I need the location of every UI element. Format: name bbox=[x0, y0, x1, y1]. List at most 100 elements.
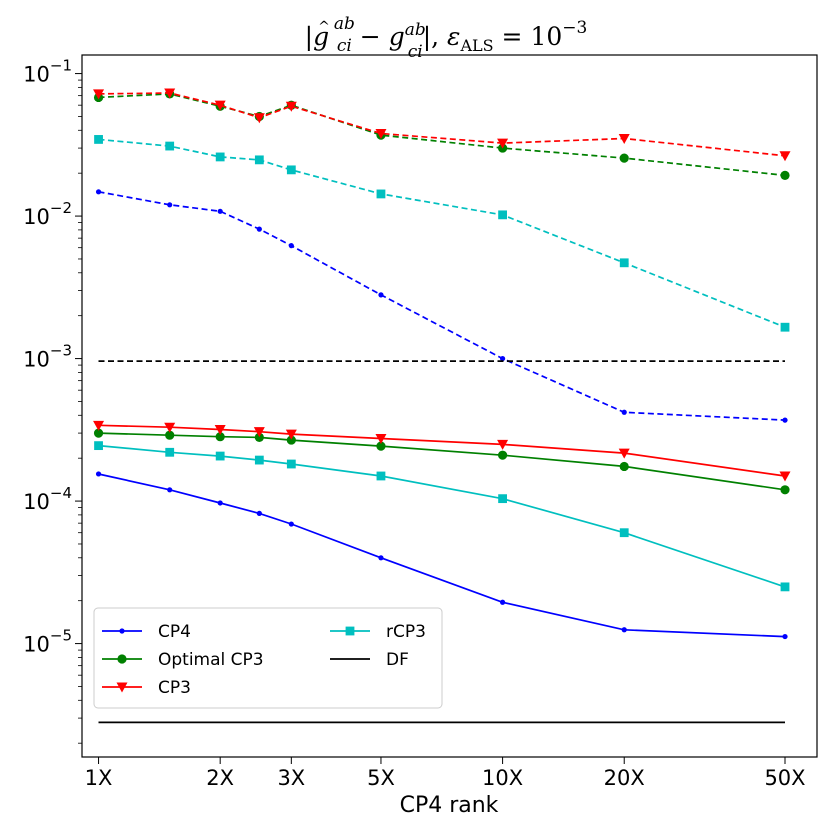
x-axis: 1X 2X 3X 5X 10X 20X 50X bbox=[85, 757, 806, 790]
data-point bbox=[499, 355, 506, 362]
data-point bbox=[286, 165, 296, 175]
plot-frame bbox=[81, 54, 818, 758]
series-cp3 bbox=[93, 420, 791, 482]
x-tick-label: 3X bbox=[277, 766, 305, 790]
legend-label: DF bbox=[386, 650, 409, 670]
series-dashed-7 bbox=[93, 88, 791, 162]
data-point bbox=[497, 450, 508, 460]
data-point bbox=[376, 441, 386, 451]
data-point bbox=[779, 151, 791, 162]
data-point bbox=[780, 582, 790, 592]
data-point bbox=[497, 138, 509, 149]
legend-marker bbox=[345, 626, 355, 636]
series-cp4 bbox=[95, 471, 788, 640]
data-point bbox=[779, 471, 791, 482]
data-point bbox=[164, 422, 176, 433]
legend-marker bbox=[117, 654, 127, 664]
data-point bbox=[621, 627, 627, 633]
minor-ticks bbox=[78, 79, 82, 744]
data-point bbox=[93, 428, 104, 438]
data-point bbox=[498, 210, 507, 220]
data-point bbox=[165, 141, 175, 151]
series-line bbox=[98, 138, 786, 328]
data-point bbox=[164, 88, 176, 99]
legend-entry: Optimal CP3 bbox=[102, 650, 264, 670]
series-dashed-6 bbox=[93, 89, 790, 180]
data-point bbox=[165, 430, 175, 440]
series-line bbox=[98, 93, 786, 177]
y-tick-label: 10−2 bbox=[23, 199, 72, 229]
x-tick-label: 1X bbox=[85, 766, 113, 790]
x-tick-label: 5X bbox=[367, 766, 395, 790]
x-tick-label: 2X bbox=[206, 766, 234, 790]
legend-label: Optimal CP3 bbox=[158, 650, 264, 670]
data-point bbox=[780, 485, 790, 495]
data-point bbox=[95, 471, 102, 477]
data-point bbox=[93, 89, 105, 100]
legend-label: rCP3 bbox=[386, 622, 426, 642]
data-point bbox=[619, 153, 629, 163]
data-point bbox=[499, 599, 506, 605]
data-point bbox=[253, 113, 265, 124]
data-point bbox=[375, 433, 387, 444]
data-point bbox=[619, 528, 629, 538]
data-point bbox=[256, 226, 262, 232]
legend: CP4 Optimal CP3 CP3 rCP3 DF bbox=[93, 607, 443, 709]
data-point bbox=[167, 202, 173, 208]
data-point bbox=[288, 243, 294, 249]
x-tick-label: 20X bbox=[604, 766, 645, 790]
series-line bbox=[98, 92, 786, 157]
data-point bbox=[286, 459, 296, 469]
data-point bbox=[165, 447, 175, 457]
x-tick-label: 10X bbox=[482, 766, 523, 790]
data-point bbox=[214, 424, 226, 435]
chart-title: |g^ ab ci − gab ci|, εALS = 10−3 bbox=[305, 14, 588, 62]
data-point bbox=[95, 189, 102, 195]
y-tick-label: 10−5 bbox=[23, 627, 72, 657]
y-tick-label: 10−3 bbox=[23, 342, 72, 372]
data-point bbox=[286, 435, 296, 445]
data-point bbox=[288, 521, 294, 527]
data-point bbox=[254, 155, 264, 165]
data-point bbox=[497, 439, 509, 450]
legend-label: CP4 bbox=[158, 622, 191, 642]
x-axis-title: CP4 rank bbox=[400, 793, 499, 818]
data-point bbox=[256, 510, 262, 516]
data-point bbox=[215, 451, 225, 461]
data-point bbox=[94, 441, 103, 451]
data-point bbox=[167, 487, 173, 493]
data-point bbox=[217, 500, 223, 506]
series-layer bbox=[93, 88, 791, 724]
data-point bbox=[215, 432, 225, 442]
data-point bbox=[375, 128, 387, 139]
legend-marker bbox=[119, 628, 125, 634]
data-point bbox=[214, 100, 226, 111]
legend-box bbox=[93, 607, 443, 709]
data-point bbox=[215, 152, 225, 162]
data-point bbox=[94, 135, 103, 144]
data-point bbox=[217, 208, 223, 214]
data-point bbox=[285, 429, 297, 440]
y-axis: 10−5 10−4 10−3 10−2 10−1 bbox=[23, 57, 82, 657]
legend-entry: CP3 bbox=[102, 678, 191, 698]
data-point bbox=[619, 461, 629, 472]
y-tick-label: 10−4 bbox=[23, 484, 72, 514]
legend-entry: CP4 bbox=[102, 622, 191, 642]
data-point bbox=[498, 494, 507, 504]
y-tick-label: 10−1 bbox=[23, 57, 72, 87]
data-point bbox=[285, 101, 297, 112]
data-point bbox=[376, 471, 386, 481]
data-point bbox=[93, 420, 105, 431]
data-point bbox=[619, 258, 629, 268]
data-point bbox=[618, 134, 630, 145]
legend-marker bbox=[116, 682, 128, 693]
series-line bbox=[98, 190, 786, 421]
series-line bbox=[98, 444, 786, 588]
data-point bbox=[376, 189, 386, 199]
series-dashed-8 bbox=[94, 135, 790, 332]
data-point bbox=[254, 432, 264, 442]
data-point bbox=[782, 633, 788, 640]
data-point bbox=[378, 292, 384, 298]
data-point bbox=[618, 448, 630, 459]
